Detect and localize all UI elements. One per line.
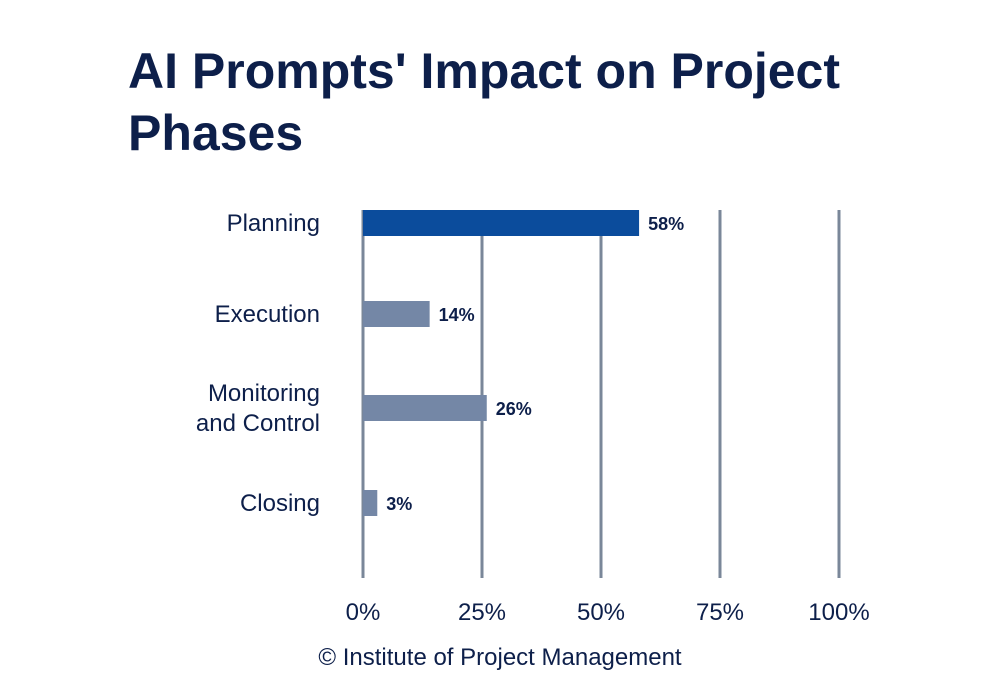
chart-title: AI Prompts' Impact on Project Phases xyxy=(128,43,841,161)
bar xyxy=(363,301,430,327)
bar xyxy=(363,490,378,516)
x-tick-label: 25% xyxy=(458,599,506,626)
category-label: Planning xyxy=(227,210,320,237)
bars xyxy=(363,210,640,516)
category-label: Closing xyxy=(240,490,320,517)
category-label: Execution xyxy=(215,301,320,328)
data-label: 14% xyxy=(439,305,475,325)
x-tick-label: 50% xyxy=(577,599,625,626)
source-credit: © Institute of Project Management xyxy=(318,644,682,671)
x-tick-label: 0% xyxy=(346,599,381,626)
x-tick-label: 75% xyxy=(696,599,744,626)
data-label: 58% xyxy=(648,214,684,234)
data-label: 3% xyxy=(386,494,412,514)
data-label: 26% xyxy=(496,399,532,419)
labels: 0% 25% 50% 75% 100% 58% Planning 14% Execution 26… xyxy=(196,210,870,626)
bar xyxy=(363,210,640,236)
bar xyxy=(363,395,487,421)
category-label: Monitoring and Control xyxy=(196,380,320,437)
x-tick-label: 100% xyxy=(808,599,869,626)
gridlines xyxy=(361,210,841,578)
